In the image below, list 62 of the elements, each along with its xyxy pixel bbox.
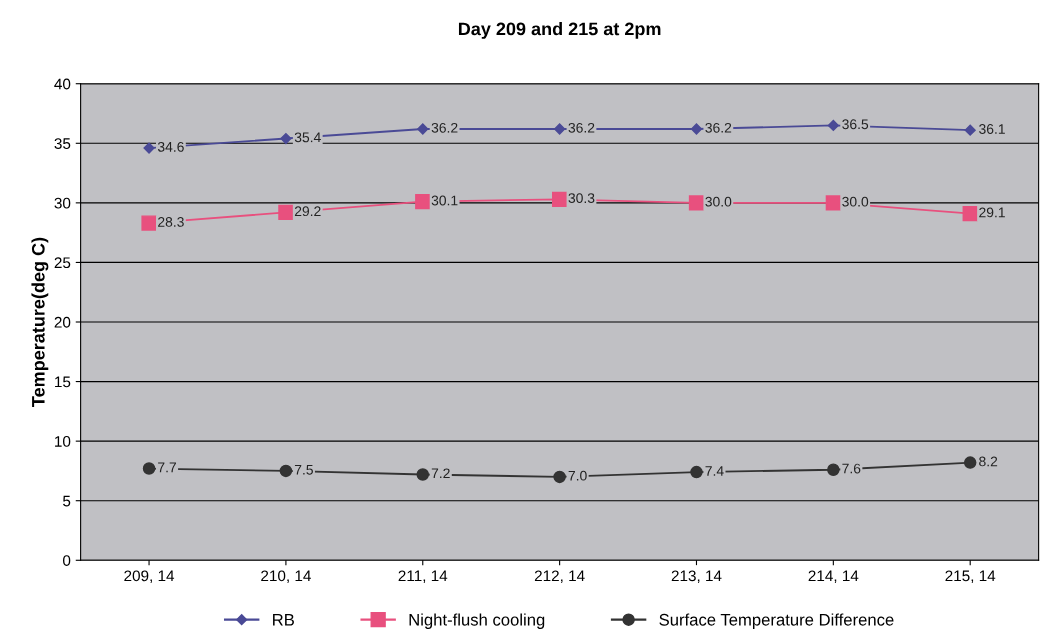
point <box>690 465 703 479</box>
data-label: 34.6 <box>157 141 184 152</box>
point <box>416 468 430 481</box>
data-label: 7.4 <box>705 466 724 476</box>
legend-label: Night-flush cooling <box>409 613 545 629</box>
x-tick-label: 215, 14 <box>945 570 996 584</box>
point <box>278 204 294 221</box>
data-label: 30.3 <box>568 193 595 204</box>
data-label: 7.2 <box>431 468 450 479</box>
point <box>825 195 841 211</box>
x-tick-label: 209, 14 <box>124 570 175 584</box>
point <box>280 132 292 145</box>
point <box>688 195 705 211</box>
y-tick-label: 40 <box>54 78 71 90</box>
data-label: 7.5 <box>294 464 313 475</box>
point <box>417 123 429 135</box>
data-label: 36.2 <box>705 122 732 133</box>
data-label: 7.6 <box>842 463 861 474</box>
x-tick-label: 213, 14 <box>671 570 722 584</box>
data-label: 7.0 <box>568 470 587 481</box>
legend-label: Surface Temperature Difference <box>659 613 894 629</box>
y-tick-label: 10 <box>55 436 71 447</box>
x-tick-label: 214, 14 <box>808 570 859 584</box>
point <box>964 124 976 136</box>
point <box>279 464 293 478</box>
y-tick-label: 30 <box>54 197 71 209</box>
y-tick-label: 25 <box>54 257 71 269</box>
point <box>415 194 431 210</box>
point <box>141 215 157 231</box>
x-tick-label: 210, 14 <box>261 570 311 584</box>
point <box>827 463 840 476</box>
point <box>962 205 978 222</box>
y-tick-label: 5 <box>63 495 71 507</box>
data-label: 29.2 <box>294 206 321 217</box>
data-label: 29.1 <box>979 207 1005 218</box>
point <box>963 456 977 469</box>
data-label: 36.2 <box>568 122 595 133</box>
data-label: 28.3 <box>158 217 184 227</box>
y-tick-label: 0 <box>63 555 71 566</box>
data-label: 36.1 <box>979 124 1005 134</box>
point <box>690 123 703 135</box>
y-tick-label: 15 <box>55 376 71 388</box>
point <box>827 119 839 132</box>
y-axis-title: Temperature(deg C) <box>31 237 49 407</box>
x-tick-label: 212, 14 <box>534 570 585 584</box>
data-label: 30.0 <box>842 196 869 207</box>
chart-title: Day 209 and 215 at 2pm <box>458 22 661 39</box>
data-label: 30.0 <box>705 196 732 207</box>
data-label: 7.7 <box>158 462 176 473</box>
point <box>553 470 566 484</box>
point <box>142 462 156 475</box>
x-tick-label: 211, 14 <box>398 570 448 584</box>
point <box>551 191 568 207</box>
y-tick-label: 35 <box>54 138 71 149</box>
data-label: 35.4 <box>294 132 321 143</box>
data-label: 36.5 <box>842 119 869 130</box>
data-label: 36.2 <box>431 122 458 133</box>
data-label: 30.1 <box>431 195 458 206</box>
data-label: 8.2 <box>979 456 998 467</box>
legend-label: RB <box>273 614 294 626</box>
y-tick-label: 20 <box>54 316 71 328</box>
point <box>554 123 566 135</box>
